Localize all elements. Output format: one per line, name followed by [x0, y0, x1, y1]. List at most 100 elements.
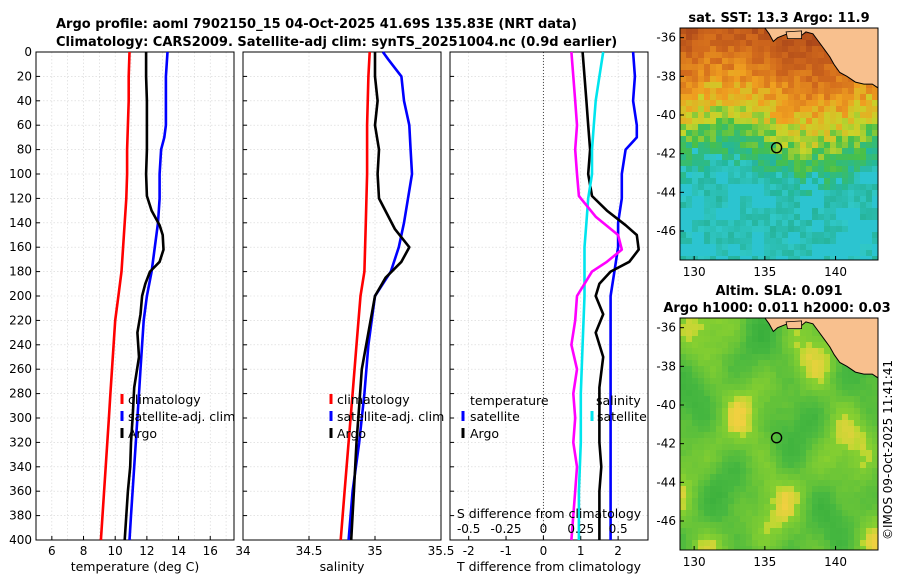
sst-heatmap-cell [812, 142, 819, 149]
sla-heatmap-cell [710, 372, 717, 379]
sst-heatmap-cell [704, 202, 711, 209]
sla-heatmap-cell [686, 360, 693, 367]
sla-heatmap-cell [776, 372, 783, 379]
sla-heatmap-cell [866, 426, 873, 433]
sla-heatmap-cell [872, 492, 878, 499]
sla-heatmap-cell [698, 384, 705, 391]
sla-x-tick-label: 130 [683, 555, 706, 569]
sst-heatmap-cell [704, 250, 711, 257]
sst-heatmap-cell [752, 130, 759, 137]
sla-heatmap-cell [806, 534, 813, 541]
sla-heatmap-cell [782, 378, 789, 385]
sst-heatmap-cell [740, 52, 747, 59]
sla-heatmap-cell [854, 546, 861, 550]
sst-heatmap-cell [836, 250, 843, 257]
sst-heatmap-cell [728, 106, 735, 113]
sst-heatmap-cell [740, 208, 747, 215]
sla-heatmap-cell [746, 462, 753, 469]
sst-heatmap-cell [794, 136, 801, 143]
sst-heatmap-cell [758, 220, 765, 227]
sst-heatmap-cell [782, 250, 789, 257]
sst-heatmap-cell [842, 106, 849, 113]
sla-heatmap-cell [770, 462, 777, 469]
sst-heatmap-cell [752, 232, 759, 239]
sst-heatmap-cell [848, 244, 855, 251]
sst-heatmap-cell [818, 94, 825, 101]
sst-heatmap-cell [812, 88, 819, 95]
sla-heatmap-cell [746, 498, 753, 505]
sst-heatmap-cell [686, 106, 693, 113]
sla-heatmap-cell [872, 540, 878, 547]
sst-heatmap-cell [740, 256, 747, 260]
sst-heatmap-cell [680, 46, 687, 53]
sla-heatmap-cell [770, 480, 777, 487]
sla-heatmap-cell [704, 384, 711, 391]
sst-heatmap-cell [830, 244, 837, 251]
sla-heatmap-cell [842, 528, 849, 535]
sst-heatmap-cell [758, 208, 765, 215]
sla-heatmap-cell [866, 384, 873, 391]
sst-heatmap-cell [746, 28, 753, 35]
sla-heatmap-cell [830, 450, 837, 457]
sla-heatmap-cell [776, 408, 783, 415]
sst-heatmap-cell [722, 130, 729, 137]
sla-heatmap-cell [794, 354, 801, 361]
sst-heatmap-cell [860, 88, 867, 95]
sla-heatmap-cell [824, 408, 831, 415]
sst-heatmap-cell [686, 40, 693, 47]
sla-heatmap-cell [806, 402, 813, 409]
sla-heatmap-cell [830, 474, 837, 481]
sla-heatmap-cell [860, 498, 867, 505]
sst-heatmap-cell [698, 34, 705, 41]
sst-heatmap-cell [686, 148, 693, 155]
sst-heatmap-cell [824, 130, 831, 137]
sst-heatmap-cell [716, 28, 723, 35]
sst-heatmap-cell [704, 142, 711, 149]
sst-heatmap-cell [836, 154, 843, 161]
sst-heatmap-cell [734, 244, 741, 251]
sla-heatmap-cell [806, 390, 813, 397]
y-tick-label: 200 [9, 289, 32, 303]
sla-heatmap-cell [794, 420, 801, 427]
sla-heatmap-cell [818, 510, 825, 517]
sla-heatmap-cell [722, 348, 729, 355]
sla-heatmap-cell [740, 324, 747, 331]
sla-heatmap-cell [806, 480, 813, 487]
sst-heatmap-cell [848, 202, 855, 209]
sst-heatmap-cell [866, 250, 873, 257]
sst-heatmap-cell [824, 94, 831, 101]
sst-heatmap-cell [722, 208, 729, 215]
sla-heatmap-cell [836, 402, 843, 409]
sst-heatmap-cell [824, 202, 831, 209]
sst-heatmap-cell [716, 130, 723, 137]
sla-heatmap-cell [836, 516, 843, 523]
sst-heatmap-cell [842, 76, 849, 83]
sst-heatmap-cell [836, 172, 843, 179]
sla-heatmap-cell [746, 444, 753, 451]
sla-heatmap-cell [794, 468, 801, 475]
sla-heatmap-cell [740, 462, 747, 469]
sst-heatmap-cell [860, 136, 867, 143]
x-tick-label: 16 [203, 544, 218, 558]
sst-heatmap-cell [788, 58, 795, 65]
sla-heatmap-cell [848, 450, 855, 457]
sst-heatmap-cell [842, 88, 849, 95]
sst-heatmap-cell [680, 28, 687, 35]
sst-heatmap-cell [836, 202, 843, 209]
sla-heatmap-cell [692, 504, 699, 511]
sst-heatmap-cell [746, 196, 753, 203]
sla-heatmap-cell [794, 444, 801, 451]
sst-heatmap-cell [818, 100, 825, 107]
sla-heatmap-cell [836, 432, 843, 439]
sst-heatmap-cell [746, 88, 753, 95]
sst-heatmap-cell [698, 250, 705, 257]
sla-heatmap-cell [740, 510, 747, 517]
sst-heatmap-cell [752, 154, 759, 161]
sst-heatmap-cell [710, 76, 717, 83]
sla-heatmap-cell [710, 396, 717, 403]
sst-heatmap-cell [866, 184, 873, 191]
sla-heatmap-cell [818, 468, 825, 475]
sla-heatmap-cell [848, 516, 855, 523]
sst-heatmap-cell [770, 118, 777, 125]
sst-heatmap-cell [800, 226, 807, 233]
